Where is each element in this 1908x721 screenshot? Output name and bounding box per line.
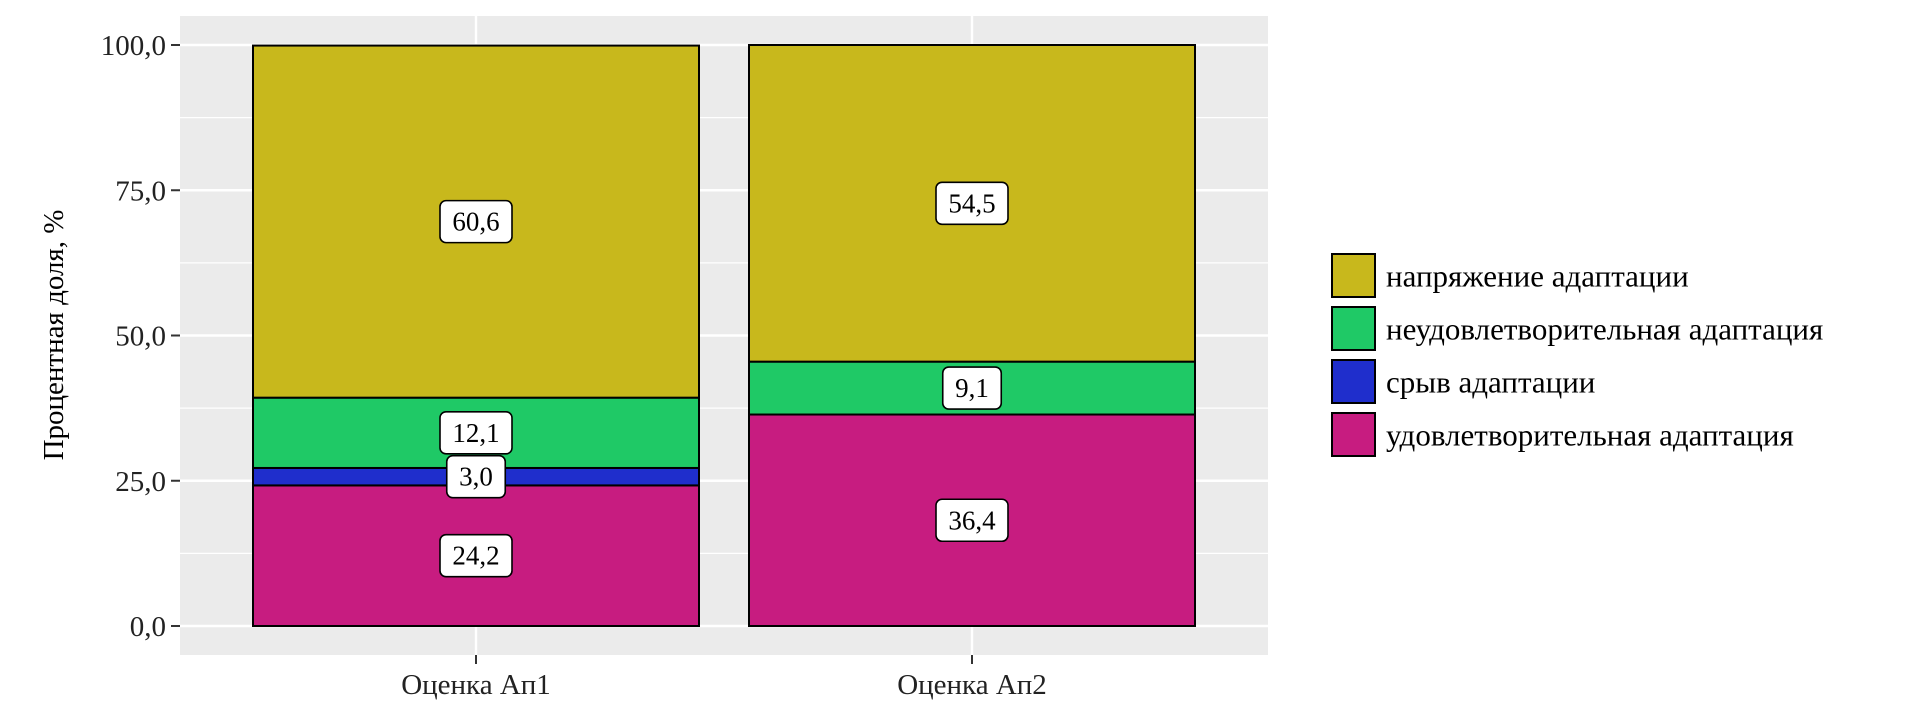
y-tick-label: 100,0 (101, 30, 166, 62)
data-label-text: 36,4 (948, 505, 996, 535)
data-label-box (439, 199, 513, 244)
legend-item: удовлетворительная адаптация (1331, 412, 1794, 457)
x-axis: Оценка Ап1 Оценка Ап2 (401, 655, 1047, 701)
data-label-text: 24,2 (452, 541, 499, 571)
x-tick-label: Оценка Ап1 (401, 669, 551, 701)
legend-item: срыв адаптации (1331, 359, 1595, 404)
data-labels-group: 24,2 3,0 12,1 60,6 36,4 9,1 54,5 (439, 181, 1009, 578)
data-label: 36,4 (935, 498, 1009, 543)
data-label-box (439, 533, 513, 578)
legend: напряжение адаптации неудовлетворительная… (1331, 253, 1823, 457)
data-label-box (445, 454, 507, 499)
data-label-text: 54,5 (948, 188, 995, 218)
data-label-text: 12,1 (452, 418, 499, 448)
legend-item: напряжение адаптации (1331, 253, 1689, 298)
legend-key (1331, 306, 1376, 351)
legend-label: напряжение адаптации (1386, 259, 1689, 294)
data-label: 60,6 (439, 199, 513, 244)
legend-label: неудовлетворительная адаптация (1386, 312, 1823, 347)
legend-item: неудовлетворительная адаптация (1331, 306, 1823, 351)
y-tick-label: 75,0 (115, 175, 166, 207)
y-axis: 0,0 25,0 50,0 75,0 100,0 (101, 30, 180, 643)
legend-key (1331, 412, 1376, 457)
data-label: 12,1 (439, 411, 513, 455)
data-label-box (439, 411, 513, 455)
legend-label: срыв адаптации (1386, 365, 1595, 400)
y-axis-title: Процентная доля, % (38, 210, 70, 461)
data-label-text: 9,1 (955, 373, 989, 403)
data-label: 9,1 (941, 366, 1003, 410)
data-label-box (935, 498, 1009, 543)
y-tick-label: 50,0 (115, 321, 166, 353)
data-label-text: 60,6 (452, 207, 499, 237)
data-label: 54,5 (935, 181, 1009, 226)
data-label: 24,2 (439, 533, 513, 578)
y-tick-label: 25,0 (115, 466, 166, 498)
x-tick-label: Оценка Ап2 (897, 669, 1047, 701)
data-label: 3,0 (445, 454, 507, 499)
legend-label: удовлетворительная адаптация (1386, 418, 1794, 453)
data-label-text: 3,0 (459, 462, 493, 492)
y-tick-label: 0,0 (130, 611, 166, 643)
legend-key (1331, 253, 1376, 298)
data-label-box (941, 366, 1003, 410)
data-label-box (935, 181, 1009, 226)
legend-key (1331, 359, 1376, 404)
